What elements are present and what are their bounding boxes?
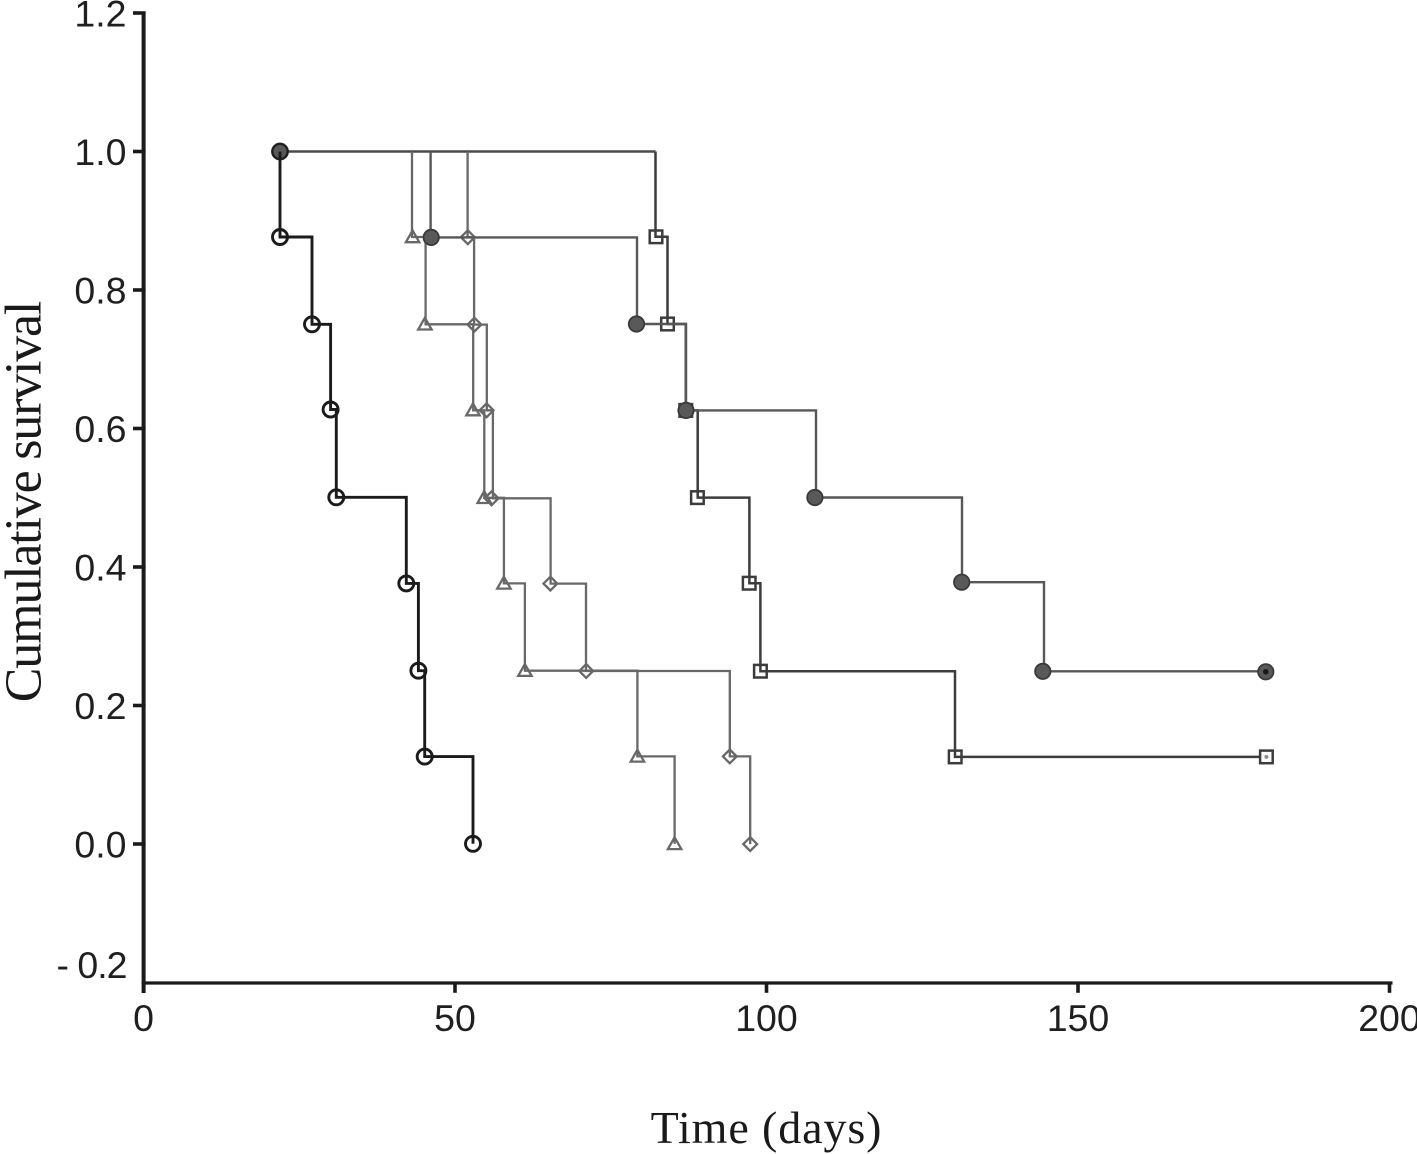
svg-text:200: 200 bbox=[1358, 997, 1417, 1039]
svg-text:1.2: 1.2 bbox=[74, 0, 126, 35]
svg-text:Cumulative survival: Cumulative survival bbox=[0, 301, 53, 702]
svg-text:0.4: 0.4 bbox=[74, 547, 126, 589]
svg-text:0: 0 bbox=[133, 997, 154, 1039]
svg-text:0.6: 0.6 bbox=[74, 408, 126, 450]
svg-text:0.8: 0.8 bbox=[74, 270, 126, 312]
svg-text:0.2: 0.2 bbox=[74, 685, 126, 727]
svg-text:150: 150 bbox=[1047, 997, 1110, 1039]
svg-text:100: 100 bbox=[735, 997, 798, 1039]
svg-text:0.0: 0.0 bbox=[74, 824, 126, 866]
svg-text:- 0.2: - 0.2 bbox=[56, 944, 126, 986]
svg-text:1.0: 1.0 bbox=[74, 131, 126, 173]
svg-text:50: 50 bbox=[434, 997, 476, 1039]
svg-text:Time (days): Time (days) bbox=[651, 1102, 883, 1153]
